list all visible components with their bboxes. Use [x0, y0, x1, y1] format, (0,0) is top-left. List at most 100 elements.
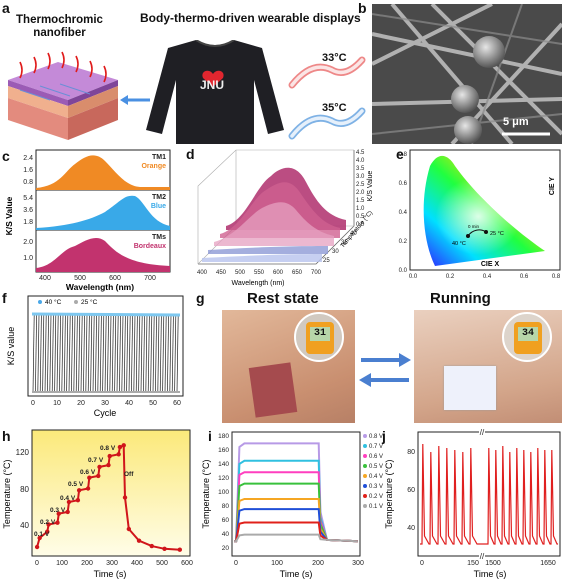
e-xlabel: CIE X	[481, 261, 500, 268]
i-xtick: 200	[312, 560, 324, 567]
h-data-point	[55, 520, 60, 525]
h-data-point	[117, 444, 123, 450]
tms-curve	[36, 238, 170, 272]
c-tick: 1.6	[23, 167, 33, 174]
c-tick: 1.8	[23, 219, 33, 226]
f-cycle-lines	[32, 314, 179, 393]
f-cycle	[119, 314, 121, 393]
tms-label: TMs	[152, 234, 166, 241]
i-legend-label: 0.5 V	[369, 464, 383, 470]
h-data-point	[106, 462, 111, 468]
f-cycle	[54, 314, 57, 393]
f-cycle	[71, 314, 73, 393]
h-voltage-label: 0.1 V	[34, 531, 50, 538]
h-data-point	[76, 488, 82, 493]
e-ytick: 0.0	[399, 268, 408, 274]
d-xtick: 550	[254, 270, 265, 276]
nanofiber-title: Thermochromic nanofiber	[16, 14, 103, 39]
h-data-point	[46, 522, 51, 527]
h-data-point	[87, 475, 92, 480]
i-legend-marker	[363, 474, 367, 478]
f-cycle	[63, 314, 66, 393]
temp-label-warm: 35°C	[322, 102, 347, 114]
panel-letter-f: f	[2, 290, 7, 306]
shirt-icon	[146, 40, 284, 144]
i-series-0.8V	[234, 442, 358, 543]
f-cycle	[90, 314, 93, 393]
c-xtick: 500	[74, 275, 86, 282]
f-cycle	[66, 314, 69, 393]
f-cycle	[150, 314, 153, 393]
h-xtick: 300	[106, 560, 118, 567]
f-xtick: 40	[125, 400, 133, 407]
panel-h-chart: 0.1 V 0.2 V 0.3 V 0.4 V 0.5 V 0.6 V 0.7 …	[2, 429, 193, 579]
tm2-label: TM2	[152, 194, 166, 201]
f-cycle	[126, 314, 129, 393]
h-xlabel: Time (s)	[94, 569, 127, 579]
h-ytick: 120	[16, 448, 30, 457]
i-legend-marker	[363, 434, 367, 438]
h-data-point	[97, 464, 102, 470]
d-ztick: 0.5	[356, 214, 365, 220]
j-ylabel: Temperature (°C)	[384, 459, 394, 528]
i-series-0.1V	[234, 533, 358, 543]
h-xtick: 400	[131, 560, 143, 567]
f-cycle	[145, 314, 148, 393]
tm2-curve	[36, 195, 170, 230]
f-series-40	[31, 312, 181, 317]
j-ytick: 60	[407, 487, 415, 494]
j-xtick: 1650	[540, 560, 556, 567]
shirt-text: JNU	[200, 78, 225, 92]
panel-f-chart: 40 °C 25 °C 0 10 20 30 40 50 60 Cycle K/…	[6, 295, 184, 418]
heart-icon	[202, 70, 224, 87]
e-point-high-label: 25 °C	[490, 231, 504, 237]
thermometer-run: 34	[502, 312, 552, 362]
h-data-point	[149, 543, 154, 549]
d-ztick: 4.5	[356, 150, 365, 156]
h-data-point	[126, 526, 132, 532]
h-voltage-label: 0.6 V	[80, 469, 96, 476]
d-xtick: 400	[197, 270, 208, 276]
i-ytick: 100	[218, 489, 229, 496]
e-xtick: 0.0	[409, 274, 418, 280]
d-xtick: 600	[273, 270, 284, 276]
h-plot-area	[31, 429, 191, 557]
f-cycle	[167, 314, 169, 393]
f-cycle	[83, 314, 85, 393]
f-cycle	[49, 314, 52, 393]
e-ylabel: CIE Y	[549, 177, 556, 195]
thermometer-rest: 31	[294, 312, 344, 362]
c-xtick: 700	[144, 275, 156, 282]
panel-letter-c: c	[2, 148, 10, 164]
run-reading: 34	[518, 327, 538, 341]
i-legend-label: 0.3 V	[369, 484, 383, 490]
exchange-arrows-icon	[359, 353, 411, 387]
h-data-point	[116, 452, 121, 457]
white-patch	[444, 366, 496, 410]
j-ytick: 80	[407, 449, 415, 456]
d-xtick: 700	[311, 270, 322, 276]
f-cycle	[80, 314, 83, 393]
f-cycle	[78, 314, 81, 393]
f-cycle	[32, 314, 35, 393]
f-cycle	[159, 314, 162, 393]
i-legend-marker	[363, 464, 367, 468]
d-xlabel: Wavelength (nm)	[231, 280, 284, 287]
h-data-point	[107, 453, 112, 459]
panel-letter-i: i	[208, 428, 212, 444]
d-curve-45	[202, 254, 322, 262]
h-data-point	[85, 486, 91, 491]
c-tick: 2.0	[23, 239, 33, 246]
d-ztick: 0.0	[356, 222, 365, 228]
h-voltage-label: 0.7 V	[88, 457, 104, 464]
panel-a-illustration	[8, 40, 366, 144]
i-series-0.5V	[234, 482, 358, 543]
i-xtick: 100	[271, 560, 283, 567]
f-cycle	[121, 314, 124, 393]
f-xtick: 50	[149, 400, 157, 407]
d-ztick: 1.0	[356, 206, 365, 212]
f-cycle	[104, 314, 107, 393]
i-legend-label: 0.8 V	[369, 434, 383, 440]
c-xlabel: Wavelength (nm)	[66, 282, 134, 292]
d-ztick: 4.0	[356, 158, 365, 164]
